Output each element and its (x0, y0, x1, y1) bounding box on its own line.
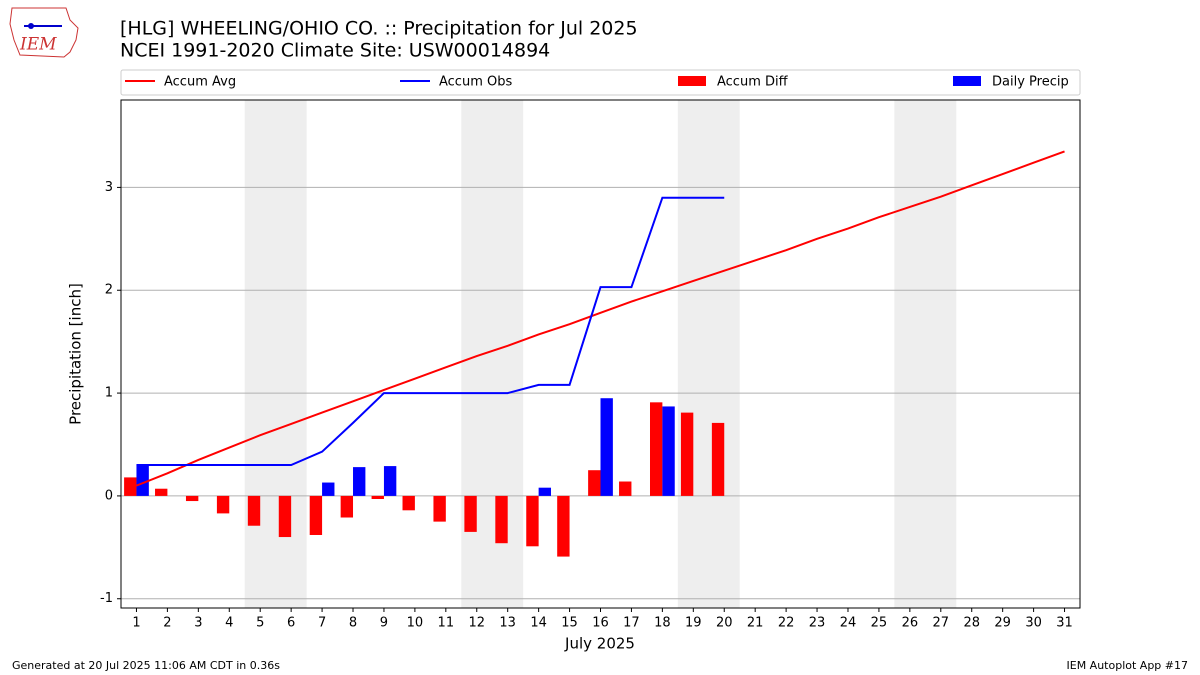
x-tick-label: 7 (318, 616, 326, 631)
x-tick-label: 16 (592, 616, 609, 631)
bar (155, 488, 168, 496)
bar (371, 495, 384, 499)
bar (619, 481, 632, 496)
x-tick-label: 21 (747, 616, 764, 631)
x-tick-label: 5 (256, 616, 264, 631)
bar (557, 495, 570, 557)
bar (340, 495, 354, 518)
bar (662, 406, 675, 496)
logo-icon (28, 23, 34, 29)
y-axis-label: Precipitation [inch] (67, 283, 85, 425)
logo-text: IEM (19, 35, 57, 55)
y-tick-label: -1 (100, 591, 113, 606)
bar (353, 467, 366, 496)
x-tick-label: 25 (871, 616, 888, 631)
x-tick-label: 1 (132, 616, 140, 631)
x-tick-label: 18 (654, 616, 671, 631)
footer-left: Generated at 20 Jul 2025 11:06 AM CDT in… (12, 659, 280, 672)
x-tick-label: 24 (840, 616, 857, 631)
x-tick-label: 9 (380, 616, 388, 631)
line (136, 150, 1065, 487)
x-tick-label: 20 (716, 616, 733, 631)
x-tick-label: 6 (287, 616, 295, 631)
x-tick-label: 27 (933, 616, 950, 631)
legend-swatch (678, 76, 706, 86)
bar (538, 487, 552, 496)
bar (216, 495, 230, 514)
bar (402, 495, 415, 511)
legend-label: Accum Avg (164, 75, 236, 90)
legend-label: Daily Precip (992, 75, 1069, 90)
logo: IEM (9, 7, 79, 58)
x-tick-label: 28 (963, 616, 980, 631)
x-tick-label: 8 (349, 616, 357, 631)
bar (433, 495, 446, 522)
line (136, 196, 725, 467)
y-tick-label: 3 (105, 180, 113, 195)
legend-swatch (953, 76, 981, 86)
x-tick-label: 30 (1025, 616, 1042, 631)
x-tick-label: 12 (468, 616, 485, 631)
bar (383, 466, 397, 496)
logo-outline (9, 7, 79, 58)
x-tick-label: 29 (994, 616, 1011, 631)
x-tick-label: 15 (561, 616, 578, 631)
x-tick-label: 11 (438, 616, 455, 631)
x-tick-label: 19 (685, 616, 702, 631)
bar (278, 495, 292, 538)
legend-label: Accum Diff (717, 75, 789, 90)
bar (124, 477, 137, 496)
x-tick-label: 31 (1056, 616, 1073, 631)
bar (526, 495, 539, 547)
chart-subtitle: NCEI 1991-2020 Climate Site: USW00014894 (120, 40, 550, 62)
bar (309, 495, 323, 535)
y-tick-label: 2 (105, 283, 113, 298)
x-tick-label: 4 (225, 616, 233, 631)
bar (600, 398, 613, 496)
bar (185, 495, 199, 502)
bar (588, 470, 601, 496)
bar (649, 402, 663, 496)
footer-right: IEM Autoplot App #17 (1067, 659, 1189, 672)
chart-title: [HLG] WHEELING/OHIO CO. :: Precipitation… (120, 18, 638, 40)
bar (495, 495, 508, 544)
weekend-span (244, 100, 307, 608)
bar (711, 422, 725, 496)
x-tick-label: 22 (778, 616, 795, 631)
x-tick-label: 17 (623, 616, 640, 631)
y-tick-label: 1 (105, 386, 113, 401)
x-tick-label: 26 (902, 616, 919, 631)
plot-frame (120, 99, 1081, 609)
x-axis-label: July 2025 (564, 635, 635, 653)
y-tick-label: 0 (105, 488, 113, 503)
bar (680, 412, 694, 496)
legend-label: Accum Obs (439, 75, 512, 90)
x-tick-label: 14 (530, 616, 547, 631)
x-tick-label: 3 (194, 616, 202, 631)
weekend-span (677, 100, 740, 608)
legend-box (120, 69, 1081, 96)
x-tick-label: 2 (163, 616, 171, 631)
x-tick-label: 23 (809, 616, 826, 631)
x-tick-label: 10 (407, 616, 424, 631)
bar (464, 495, 477, 532)
bar (322, 482, 335, 496)
x-tick-label: 13 (499, 616, 516, 631)
bar (136, 465, 149, 496)
bar (247, 495, 261, 526)
weekend-span (894, 100, 957, 608)
